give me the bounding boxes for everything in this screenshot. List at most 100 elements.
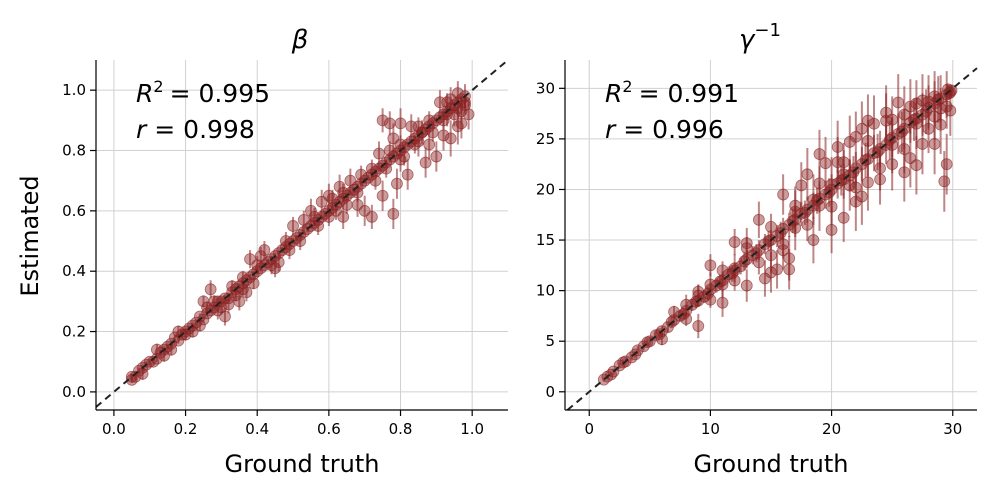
data-point xyxy=(434,96,446,109)
data-point xyxy=(789,222,802,234)
points-gamma xyxy=(597,71,958,386)
x-tick-label: 0.6 xyxy=(317,420,341,438)
data-point xyxy=(825,178,838,191)
x-ticks-gamma: 0 10 20 30 xyxy=(584,410,962,438)
data-point xyxy=(448,108,461,121)
data-point xyxy=(305,204,317,217)
y-tick-label: 25 xyxy=(536,130,555,148)
data-point xyxy=(807,234,820,246)
data-point xyxy=(874,173,886,186)
data-point xyxy=(938,175,951,188)
data-point xyxy=(247,277,260,290)
data-point xyxy=(801,218,814,231)
title-gamma: γ−1 xyxy=(739,20,781,55)
y-tick-label: 0 xyxy=(545,383,555,401)
data-point xyxy=(940,158,953,171)
data-point xyxy=(387,132,400,145)
x-tick-label: 1.0 xyxy=(460,420,484,438)
data-point xyxy=(222,298,235,311)
y-tick-label: 5 xyxy=(545,332,555,350)
data-point xyxy=(179,328,192,341)
data-point xyxy=(777,188,790,201)
r2-stat-gamma: R2 = 0.991 xyxy=(605,77,739,108)
y-label-estimated: Estimated xyxy=(16,175,44,296)
data-point xyxy=(728,236,741,248)
data-point xyxy=(849,195,862,208)
data-point xyxy=(312,220,325,232)
data-point xyxy=(944,104,957,117)
data-point xyxy=(297,214,310,226)
x-ticks-beta: 0.0 0.2 0.4 0.6 0.8 1.0 xyxy=(102,410,484,438)
data-point xyxy=(444,132,457,145)
data-point xyxy=(330,204,342,217)
data-point xyxy=(419,156,432,169)
r2-stat-beta: R2 = 0.995 xyxy=(136,77,270,108)
data-point xyxy=(391,177,403,190)
data-point xyxy=(910,159,923,172)
data-point xyxy=(692,320,705,332)
x-tick-label: 0 xyxy=(584,420,594,438)
x-tick-label: 0.0 xyxy=(102,420,126,438)
data-point xyxy=(892,96,905,109)
data-point xyxy=(204,283,217,296)
data-point xyxy=(862,176,874,189)
data-point xyxy=(801,168,814,181)
data-point xyxy=(394,153,407,166)
data-point xyxy=(704,259,717,272)
data-point xyxy=(916,138,929,150)
data-point xyxy=(462,108,475,121)
data-point xyxy=(197,295,210,308)
data-point xyxy=(383,117,396,130)
data-point xyxy=(704,278,717,291)
data-point xyxy=(813,199,826,212)
x-label-gamma: Ground truth xyxy=(693,450,848,478)
data-point xyxy=(880,106,893,119)
data-point xyxy=(825,224,838,236)
data-point xyxy=(928,138,941,150)
data-point xyxy=(740,279,753,292)
y-tick-label: 15 xyxy=(536,231,555,249)
data-point xyxy=(294,235,307,247)
data-point xyxy=(437,129,450,142)
data-point xyxy=(136,367,149,380)
r-stat-beta: r = 0.998 xyxy=(136,115,255,144)
data-point xyxy=(394,117,407,130)
identity-line-gamma xyxy=(566,67,978,411)
data-point xyxy=(283,244,296,256)
data-point xyxy=(855,122,868,135)
data-point xyxy=(819,157,832,170)
data-point xyxy=(369,174,382,187)
y-tick-label: 1.0 xyxy=(62,81,86,99)
data-point xyxy=(716,296,729,309)
x-tick-label: 10 xyxy=(701,420,720,438)
data-point xyxy=(843,136,856,148)
r-stat-gamma: r = 0.996 xyxy=(605,115,724,144)
data-point xyxy=(376,189,389,202)
data-point xyxy=(258,244,271,256)
data-point xyxy=(147,355,160,368)
data-point xyxy=(236,283,249,296)
data-point xyxy=(412,135,425,148)
data-point xyxy=(771,263,783,276)
data-point xyxy=(211,304,224,317)
x-tick-label: 0.4 xyxy=(245,420,269,438)
y-tick-label: 0.6 xyxy=(62,202,86,220)
y-tick-label: 30 xyxy=(536,79,555,97)
data-point xyxy=(886,139,899,151)
x-tick-label: 0.8 xyxy=(389,420,413,438)
data-point xyxy=(777,244,790,257)
data-point xyxy=(740,237,753,249)
data-point xyxy=(831,156,844,169)
data-point xyxy=(365,210,378,223)
data-point xyxy=(455,117,468,130)
y-tick-label: 10 xyxy=(536,282,555,300)
data-point xyxy=(233,295,246,308)
data-point xyxy=(287,220,299,232)
data-point xyxy=(355,168,368,181)
data-point xyxy=(916,94,929,107)
data-point xyxy=(322,189,335,202)
data-point xyxy=(387,207,400,220)
data-point xyxy=(934,118,947,131)
data-point xyxy=(401,168,414,181)
